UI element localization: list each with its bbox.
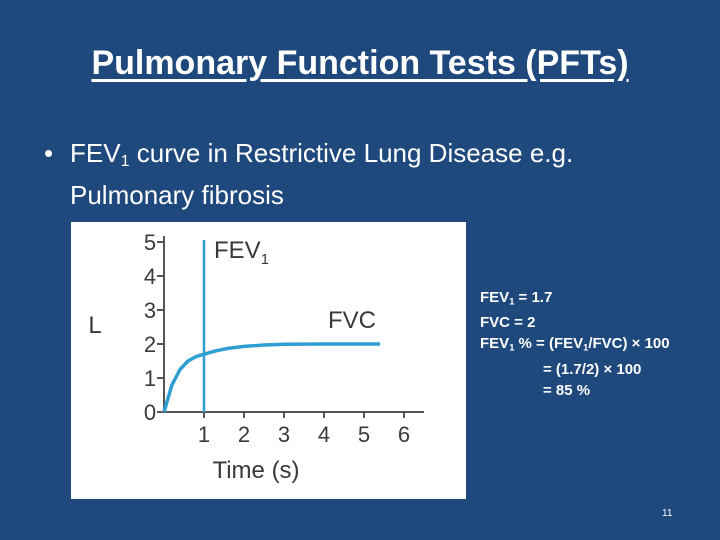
ratio-formula-post: /FVC) × 100 — [588, 335, 670, 353]
ratio-formula-row: FEV1 % = (FEV1/FVC) × 100 — [480, 333, 710, 358]
bullet-text-post: curve in Restrictive Lung Disease e.g. — [129, 138, 574, 168]
x-axis-label: Time (s) — [212, 457, 299, 484]
fvc-label: FVC — [328, 307, 376, 334]
ratio-formula-pre: FEV — [480, 335, 510, 353]
fev1-value-sub: 1 — [509, 296, 515, 307]
x-tick-label: 3 — [278, 422, 290, 447]
y-tick-label: 2 — [144, 332, 156, 357]
bullet-text: FEV1 curve in Restrictive Lung Disease e… — [70, 136, 684, 212]
fev1-label: FEV1 — [214, 237, 269, 268]
bullet-point: • FEV1 curve in Restrictive Lung Disease… — [44, 136, 684, 212]
x-tick-label: 6 — [398, 422, 410, 447]
slide-title: Pulmonary Function Tests (PFTs) — [91, 44, 629, 82]
x-tick-label: 4 — [318, 422, 330, 447]
bullet-text-sub: 1 — [120, 152, 130, 171]
ratio-formula-sub2: 1 — [583, 342, 589, 353]
fev1-value-post: = 1.7 — [514, 289, 553, 306]
fev1-value-pre: FEV — [480, 289, 510, 306]
fev1-label-sub: 1 — [261, 251, 269, 268]
bullet-text-line2: Pulmonary fibrosis — [70, 180, 284, 211]
ratio-formula-sub: 1 — [509, 342, 515, 353]
bullet-icon: • — [44, 138, 54, 168]
x-tick-label: 2 — [238, 422, 250, 447]
page-number: 11 — [662, 508, 673, 519]
y-axis-label: L — [88, 312, 101, 339]
fev1-calculation: FEV1 = 1.7 FVC = 2 FEV1 % = (FEV1/FVC) ×… — [480, 287, 710, 401]
x-tick-label: 5 — [358, 422, 370, 447]
fev1-label-pre: FEV — [214, 237, 261, 264]
y-tick-label: 5 — [144, 230, 156, 255]
bullet-text-pre: FEV — [70, 138, 121, 168]
x-tick-label: 1 — [198, 422, 210, 447]
ratio-substitution-row: = (1.7/2) × 100 — [543, 360, 642, 378]
fvc-value-row: FVC = 2 — [480, 314, 536, 332]
ratio-formula-mid: % = (FEV — [514, 335, 584, 353]
y-tick-label: 4 — [144, 264, 156, 289]
y-tick-label: 0 — [144, 400, 156, 425]
ratio-result-row: = 85 % — [543, 381, 591, 399]
fev1-value-row: FEV1 = 1.7 — [480, 287, 710, 312]
y-tick-label: 3 — [144, 298, 156, 323]
y-tick-label: 1 — [144, 366, 156, 391]
volume-time-curve — [162, 342, 380, 413]
